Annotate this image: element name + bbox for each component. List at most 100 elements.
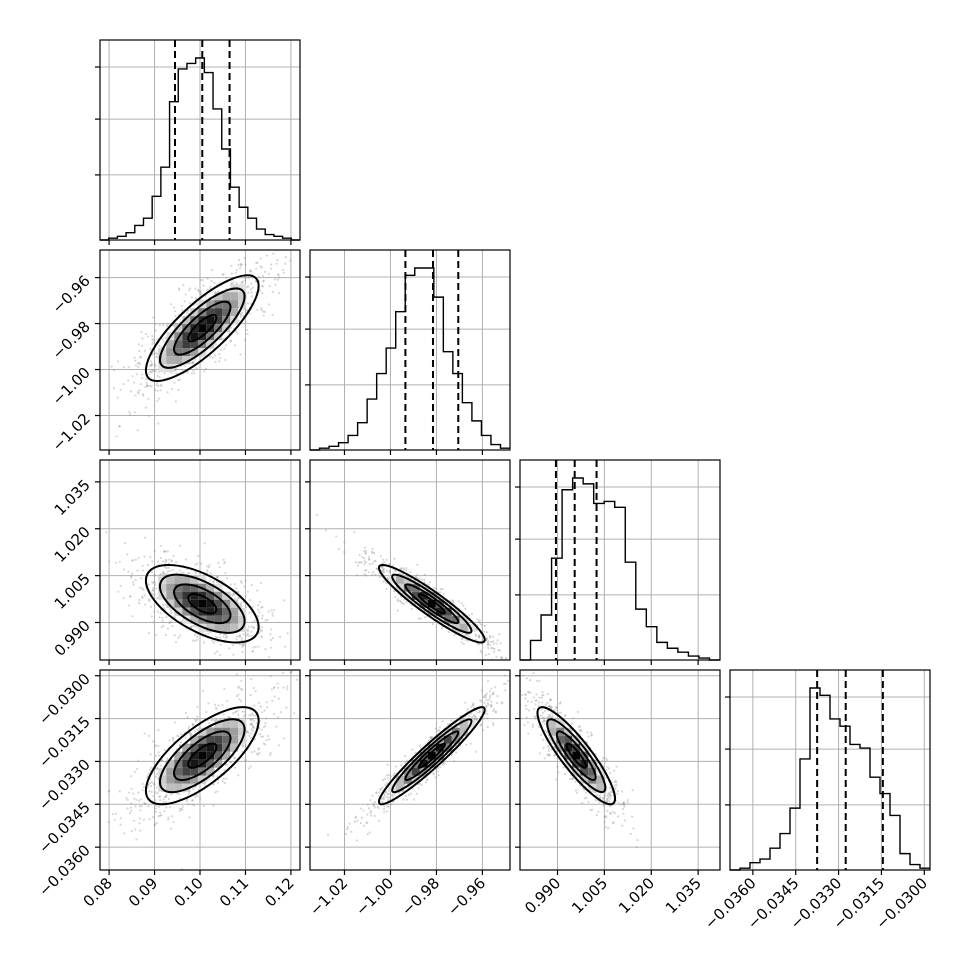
sample-point: [242, 745, 245, 748]
sample-point: [221, 780, 224, 783]
sample-point: [158, 375, 161, 379]
sample-point: [548, 754, 551, 757]
sample-point: [553, 753, 557, 757]
sample-point: [133, 381, 136, 384]
sample-point: [229, 326, 233, 329]
sample-point: [107, 790, 110, 793]
sample-point: [132, 581, 135, 584]
sample-point: [385, 774, 388, 777]
sample-point: [196, 715, 199, 718]
sample-point: [148, 364, 152, 367]
sample-point: [622, 802, 626, 805]
sample-point: [623, 805, 626, 808]
sample-point: [164, 603, 167, 606]
sample-point: [359, 821, 362, 825]
sample-point: [378, 819, 381, 822]
sample-point: [189, 626, 193, 629]
sample-point: [142, 588, 145, 591]
sample-point: [164, 561, 167, 564]
x-tick-label: 0.08: [80, 874, 116, 910]
sample-point: [172, 554, 175, 558]
sample-point: [453, 760, 456, 763]
sample-point: [162, 571, 165, 574]
sample-point: [603, 815, 606, 819]
sample-point: [612, 821, 615, 824]
sample-point: [201, 279, 204, 282]
sample-point: [192, 369, 195, 372]
sample-point: [219, 636, 222, 639]
sample-point: [264, 619, 267, 622]
density-cell: [403, 767, 412, 776]
sample-point: [609, 772, 612, 775]
sample-point: [141, 789, 144, 792]
sample-point: [355, 574, 359, 577]
sample-point: [541, 716, 544, 720]
sample-point: [479, 649, 482, 652]
sample-point: [152, 621, 155, 624]
sample-point: [199, 293, 203, 296]
sample-point: [175, 372, 178, 375]
sample-point: [173, 381, 176, 384]
sample-point: [272, 252, 275, 255]
sample-point: [537, 701, 540, 704]
sample-point: [254, 690, 257, 693]
sample-point: [248, 611, 251, 615]
sample-point: [175, 561, 178, 564]
sample-point: [191, 361, 194, 365]
sample-point: [271, 614, 274, 617]
sample-point: [411, 787, 414, 790]
sample-point: [174, 369, 177, 372]
sample-point: [631, 815, 634, 818]
sample-point: [293, 712, 296, 715]
sample-point: [269, 752, 272, 755]
x-tick-label: 0.10: [170, 874, 206, 910]
sample-point: [168, 558, 171, 561]
sample-point: [475, 718, 479, 722]
sample-point: [180, 620, 183, 624]
sample-point: [129, 595, 132, 598]
sample-point: [419, 617, 422, 620]
sample-point: [191, 724, 195, 727]
sample-point: [487, 698, 490, 701]
sample-point: [428, 581, 432, 584]
sample-point: [193, 372, 196, 375]
sample-point: [260, 635, 263, 638]
sample-point: [277, 716, 280, 719]
sample-point: [602, 803, 605, 806]
scatter-panel-3-2: [309, 459, 513, 667]
sample-point: [476, 642, 479, 646]
contour-line: [377, 706, 486, 806]
sample-point: [434, 727, 438, 730]
sample-point: [402, 602, 405, 605]
sample-point: [511, 665, 513, 667]
sample-point: [168, 562, 171, 565]
density-cell: [411, 591, 420, 600]
y-tick-label: 1.005: [51, 570, 94, 613]
sample-point: [154, 364, 157, 367]
sample-point: [218, 632, 222, 636]
sample-point: [188, 289, 191, 292]
sample-point: [218, 566, 221, 569]
sample-point: [427, 739, 431, 742]
sample-point: [392, 774, 395, 777]
sample-point: [259, 581, 262, 584]
scatter-panel-2-1: [99, 249, 301, 451]
sample-point: [276, 278, 279, 281]
sample-point: [490, 705, 493, 708]
sample-point: [480, 723, 483, 726]
sample-point: [148, 818, 151, 821]
sample-point: [233, 344, 237, 347]
sample-point: [609, 795, 612, 798]
sample-point: [140, 798, 143, 801]
sample-point: [475, 638, 478, 641]
sample-point: [141, 373, 144, 376]
sample-point: [203, 370, 206, 373]
sample-point: [269, 675, 273, 678]
sample-point: [537, 704, 540, 708]
sample-point: [385, 558, 388, 561]
sample-point: [432, 773, 435, 776]
sample-point: [180, 807, 183, 811]
sample-point: [285, 706, 288, 709]
sample-point: [239, 633, 242, 637]
sample-point: [622, 803, 625, 806]
